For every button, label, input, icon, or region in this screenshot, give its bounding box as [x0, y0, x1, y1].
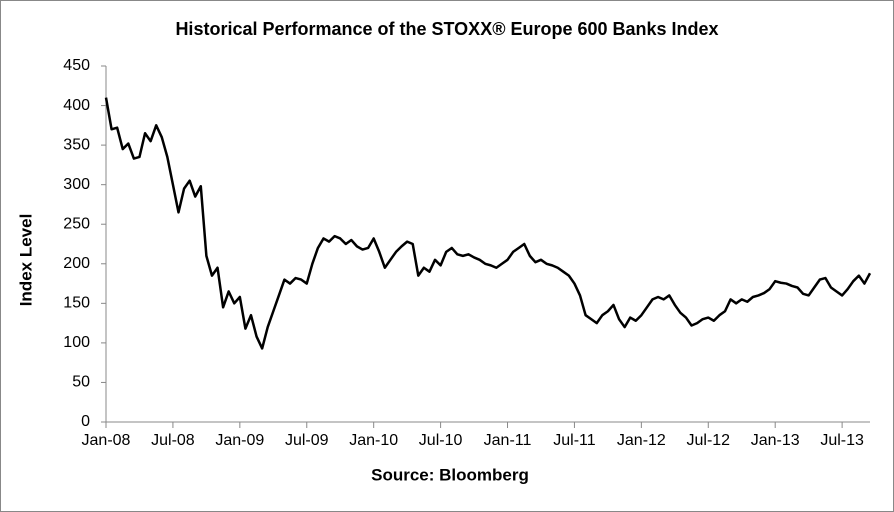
- x-tick-label: Jan-12: [617, 432, 666, 449]
- x-tick-label: Jul-11: [553, 432, 595, 449]
- x-tick-label: Jan-10: [349, 432, 398, 449]
- data-line: [104, 97, 872, 350]
- y-tick-label: 0: [81, 413, 90, 430]
- y-tick-label: 150: [63, 295, 90, 312]
- y-tick-label: 450: [63, 57, 90, 74]
- x-tick-label: Jul-13: [820, 432, 864, 449]
- x-tick-label: Jan-09: [215, 432, 264, 449]
- x-tick-label: Jul-10: [419, 432, 463, 449]
- y-axis-label: Index Level: [16, 214, 35, 307]
- y-tick-label: 250: [63, 215, 90, 232]
- x-axis-label: Source: Bloomberg: [371, 465, 529, 484]
- y-tick-label: 200: [63, 255, 90, 272]
- x-tick-label: Jul-12: [686, 432, 730, 449]
- x-tick-label: Jul-09: [285, 432, 329, 449]
- x-tick-label: Jan-13: [751, 432, 800, 449]
- y-tick-label: 350: [63, 136, 90, 153]
- chart-title: Historical Performance of the STOXX® Eur…: [175, 19, 718, 39]
- x-tick-label: Jul-08: [151, 432, 195, 449]
- x-tick-label: Jan-11: [484, 432, 532, 449]
- x-tick-label: Jan-08: [82, 432, 131, 449]
- y-tick-label: 300: [63, 176, 90, 193]
- y-tick-label: 400: [63, 97, 90, 114]
- y-tick-label: 100: [63, 334, 90, 351]
- y-tick-label: 50: [72, 374, 90, 391]
